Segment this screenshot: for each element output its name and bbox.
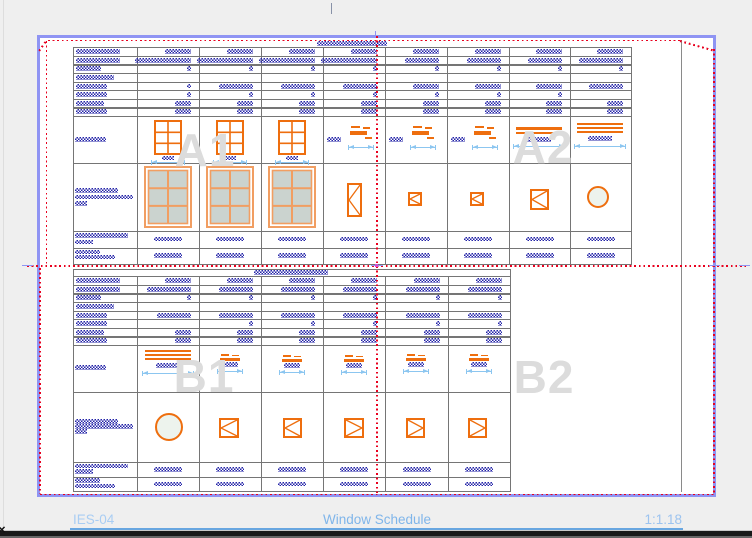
sheet-page[interactable] [37,35,716,497]
close-icon[interactable]: × [0,522,6,537]
page-registration-tick [22,264,33,267]
scrollbar-thumb[interactable] [0,531,752,536]
scrollbar-edge [0,535,752,538]
sheet-number-tab[interactable]: IES-04 [73,512,115,527]
guide-tick [330,3,332,14]
scale-indicator[interactable]: 1:1.18 [644,512,682,527]
footer-rule [70,528,683,530]
canvas-edge-line [3,0,4,530]
viewport-title-label: Window Schedule [322,512,432,527]
page-registration-tick [739,264,750,267]
scrollbar-track[interactable] [0,530,752,538]
